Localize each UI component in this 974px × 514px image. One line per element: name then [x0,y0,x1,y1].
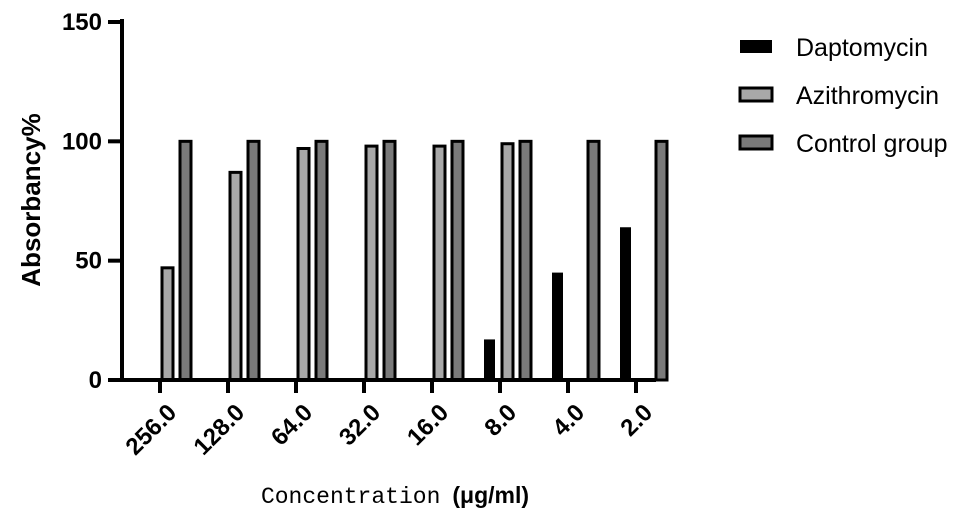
y-ticks: 0 50 100 150 [62,9,122,394]
bar-control-group [586,139,601,382]
x-axis-label-unit: (μg/ml) [452,482,529,508]
x-tick-label: 256.0 [121,399,183,461]
bar-control-group [518,139,533,382]
x-axis-label: Concentration (μg/ml) [261,482,529,510]
x-axis-label-main: Concentration [261,484,440,510]
bar-azithromycin [500,142,515,382]
legend-label: Daptomycin [796,34,928,62]
bar-azithromycin [296,146,311,382]
bar-control-group [246,139,261,382]
y-tick-label: 150 [62,9,102,36]
bar-azithromycin [228,170,243,382]
legend: Daptomycin Azithromycin Control group [738,34,947,158]
x-tick-label: 4.0 [547,399,590,442]
bar-azithromycin [160,266,175,382]
bar-control-group [382,139,397,382]
legend-swatch-control-group [738,134,774,151]
bar-azithromycin [432,144,447,382]
bar-daptomycin [620,227,631,380]
x-tick-label: 8.0 [479,399,522,442]
legend-swatch-azithromycin [738,86,774,103]
x-tick-label: 64.0 [266,399,318,451]
bar-control-group [178,139,193,382]
legend-label: Azithromycin [796,82,939,110]
y-axis-label: Absorbancy% [16,113,46,286]
bar-control-group [314,139,329,382]
plot-area [160,139,669,382]
bar-azithromycin [364,144,379,382]
bar-daptomycin [552,272,563,380]
x-tick-label: 32.0 [334,399,386,451]
y-tick-label: 100 [62,128,102,155]
bar-daptomycin [484,339,495,380]
bar-control-group [654,139,669,382]
x-tick-label: 2.0 [615,399,658,442]
legend-swatch-daptomycin [740,40,772,53]
y-tick-label: 0 [89,367,102,394]
x-tick-label: 16.0 [402,399,454,451]
legend-label: Control group [796,130,947,158]
y-tick-label: 50 [75,248,102,275]
x-ticks: 256.0 128.0 64.0 32.0 16.0 8.0 4.0 2.0 [121,380,658,461]
bar-control-group [450,139,465,382]
x-tick-label: 128.0 [189,399,251,461]
